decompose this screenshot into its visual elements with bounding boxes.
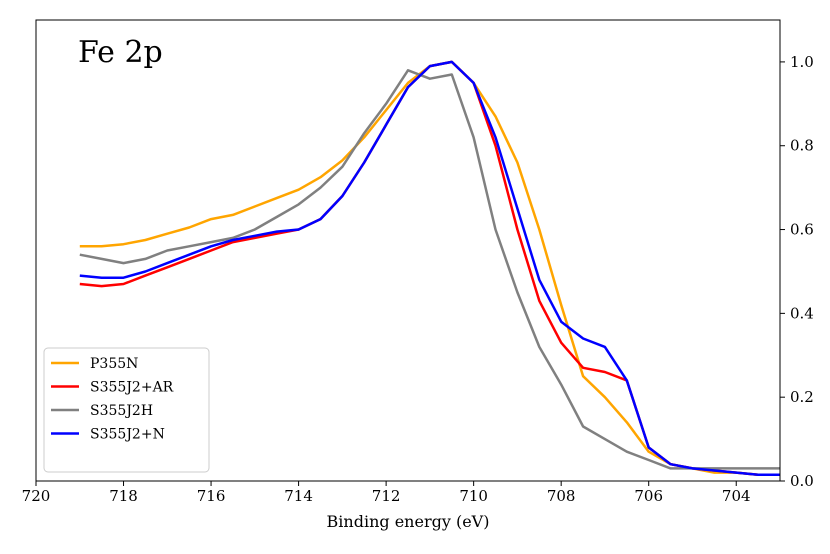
y-tick-label: 0.4 [790,304,814,322]
x-tick-label: 716 [197,487,226,505]
x-tick-label: 720 [22,487,51,505]
series-line-s355j2-n [79,60,780,476]
x-tick-label: 718 [109,487,138,505]
y-tick-label: 0.0 [790,472,814,490]
legend-box [43,347,210,473]
legend: P355N S355J2+AR S355J2H S355J2+N [43,347,210,473]
x-axis: 720 718 716 714 712 710 708 706 704 [22,481,751,505]
x-axis-label: Binding energy (eV) [327,512,490,531]
legend-label-s355j2-ar: S355J2+AR [90,380,174,396]
x-tick-label: 712 [372,487,401,505]
x-tick-label: 710 [459,487,488,505]
x-tick-label: 704 [722,487,751,505]
series-line-s355j2h [79,69,780,470]
y-tick-label: 0.2 [790,388,814,406]
x-tick-label: 708 [547,487,576,505]
legend-label-p355n: P355N [90,356,138,372]
y-tick-label: 1.0 [790,53,814,71]
y-tick-label: 0.8 [790,137,814,155]
panel-label: Fe 2p [78,35,163,70]
legend-label-s355j2-n: S355J2+N [90,427,165,443]
y-axis: 0.0 0.2 0.4 0.6 0.8 1.0 [780,53,814,490]
y-tick-label: 0.6 [790,221,814,239]
plot-frame [35,19,781,482]
series-lines [79,60,780,476]
x-tick-label: 706 [634,487,663,505]
x-tick-label: 714 [284,487,313,505]
legend-label-s355j2h: S355J2H [90,403,153,419]
